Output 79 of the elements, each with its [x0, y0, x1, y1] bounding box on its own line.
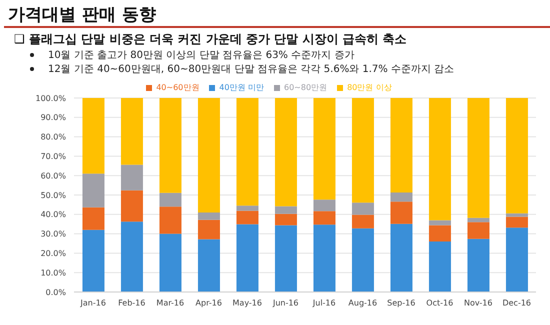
bar [506, 98, 528, 214]
bar [390, 98, 412, 192]
legend-label: 40만원 미만 [219, 83, 264, 92]
bar [428, 220, 451, 226]
bar [428, 225, 451, 242]
bar [236, 98, 258, 206]
bar [390, 202, 412, 224]
x-tick-label: Jun-16 [272, 298, 299, 308]
y-tick-label: 100.0% [35, 94, 66, 103]
bar [274, 98, 297, 206]
bar [313, 98, 336, 200]
y-tick-label: 30.0% [40, 230, 66, 239]
legend-label: 60~80만원 [284, 83, 328, 92]
x-tick-label: Nov-16 [464, 298, 492, 308]
bar [159, 206, 182, 234]
bar [352, 98, 374, 203]
bar [390, 224, 412, 292]
bar [198, 239, 220, 292]
y-tick-label: 40.0% [40, 210, 66, 220]
bar [198, 98, 220, 212]
bar [428, 242, 451, 292]
bar [428, 98, 451, 220]
y-tick-label: 90.0% [40, 113, 66, 122]
text: 10월 기준 출고가 80만원 이상의 단말 점유율은 63% 수준까지 증가 [48, 49, 354, 62]
bar [313, 211, 336, 225]
bar [467, 238, 490, 292]
bar [198, 220, 220, 240]
bar [120, 98, 143, 165]
x-tick-label: Jul-16 [312, 298, 336, 308]
bar [236, 210, 258, 224]
x-tick-label: Mar-16 [156, 298, 184, 308]
x-tick-label: Sep-16 [387, 298, 416, 308]
bar [236, 206, 258, 211]
y-tick-label: 0.0% [46, 288, 66, 297]
y-tick-label: 70.0% [40, 152, 66, 162]
bar [120, 164, 143, 190]
x-tick-label: Jan-16 [80, 298, 106, 308]
bar [159, 98, 182, 193]
bar [352, 228, 374, 292]
chart-subtitle: ❑ 플래그십 단말 비중은 더욱 커진 가운데 중가 단말 시장이 급속히 축소 [14, 31, 407, 48]
bar [506, 216, 528, 228]
x-tick-label: May-16 [232, 298, 262, 308]
legend-label: 80만원 이상 [347, 83, 392, 92]
bar [390, 192, 412, 202]
text: 12월 기준 40~60만원대, 60~80만원대 단말 점유율은 각각 5.6%와 1.7% 수준까지 감소 [48, 63, 454, 76]
bar [82, 230, 104, 292]
bar [82, 98, 104, 174]
x-tick-label: Oct-16 [426, 298, 454, 308]
bar [313, 224, 336, 292]
legend-label: 40~60만원 [156, 83, 200, 92]
y-tick-label: 10.0% [40, 268, 66, 278]
bar [82, 174, 104, 208]
bar [352, 214, 374, 228]
y-tick-label: 20.0% [40, 249, 66, 258]
chart-title: 가격대별 판매 동향 [8, 4, 156, 26]
bar [352, 202, 374, 215]
bar [120, 222, 143, 292]
bar [82, 207, 104, 230]
bar [274, 225, 297, 292]
bar [236, 224, 258, 292]
bar [120, 190, 143, 222]
y-tick-label: 80.0% [40, 132, 66, 142]
bar [467, 222, 490, 239]
bar [467, 218, 490, 222]
x-tick-label: Aug-16 [348, 298, 378, 308]
bar [274, 214, 297, 226]
x-tick-label: Feb-16 [118, 298, 146, 308]
bar [467, 98, 490, 218]
x-tick-label: Dec-16 [502, 298, 532, 308]
bar [506, 228, 528, 292]
bar [198, 212, 220, 220]
bar [506, 213, 528, 217]
bar [274, 206, 297, 214]
y-tick-label: 60.0% [40, 171, 66, 180]
y-tick-label: 50.0% [40, 190, 66, 200]
bar [313, 200, 336, 212]
bar [159, 192, 182, 207]
x-tick-label: Apr-16 [196, 298, 222, 308]
bar [159, 234, 182, 292]
